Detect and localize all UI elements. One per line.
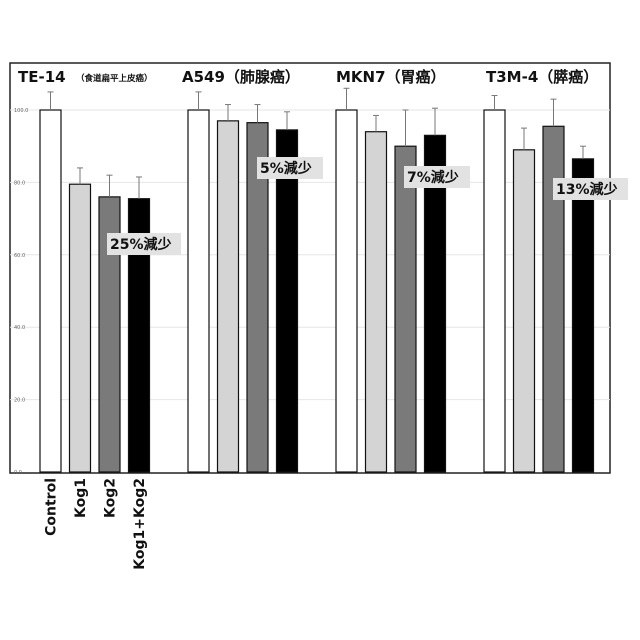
y-tick-label: 60.0 [14,253,25,259]
bar-kog1 [218,121,239,472]
bar-control [40,110,61,472]
bar-control [336,110,357,472]
bar-control [484,110,505,472]
reduction-note: 25%減少 [107,233,181,255]
panel-title: A549（肺腺癌） [182,68,300,86]
bar-kog1-kog2 [277,130,298,472]
bar-kog1-kog2 [573,159,594,472]
note-label: 7%減少 [407,169,459,186]
x-category-label: Kog1 [73,478,89,518]
x-axis-category-labels: Control Kog1 Kog2 Kog1+Kog2 [44,478,149,570]
x-category-label: Kog2 [103,478,119,518]
note-label: 5%減少 [260,160,312,177]
bar-control [188,110,209,472]
panel-title: MKN7（胃癌） [336,68,446,86]
y-tick-label: 80.0 [14,180,25,186]
bar-kog1 [366,132,387,472]
note-label: 13%減少 [556,181,618,198]
bar-kog1 [70,184,91,472]
x-category-label: Control [44,478,60,536]
reduction-note: 7%減少 [404,166,470,188]
y-tick-label: 100.0 [14,108,28,114]
bar-kog1 [514,150,535,472]
reduction-note: 13%減少 [553,178,628,200]
y-tick-label: 0.0 [14,470,22,476]
panel-title: TE-14 [18,68,66,86]
panel-title: T3M-4（膵癌） [486,68,598,86]
note-label: 25%減少 [110,236,172,253]
reduction-note: 5%減少 [257,157,323,179]
x-category-label: Kog1+Kog2 [132,478,148,570]
panel-subtitle: （食道扁平上皮癌） [76,73,153,84]
y-tick-label: 20.0 [14,398,25,404]
bar-kog2 [395,146,416,472]
y-tick-label: 40.0 [14,325,25,331]
